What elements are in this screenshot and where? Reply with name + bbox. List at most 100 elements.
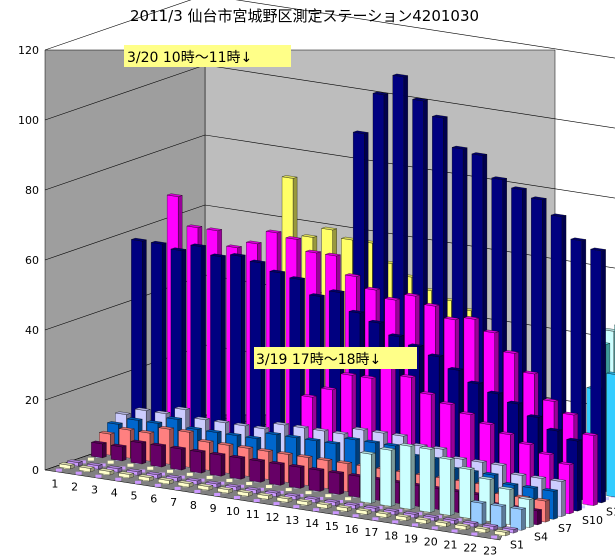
bar bbox=[138, 474, 154, 482]
bar bbox=[209, 451, 226, 477]
bar bbox=[494, 529, 510, 537]
floor-cell bbox=[352, 514, 359, 518]
floor-cell bbox=[214, 492, 221, 496]
floor-cell bbox=[416, 512, 423, 516]
bar bbox=[130, 439, 147, 465]
bar bbox=[131, 237, 147, 445]
floor-cell bbox=[435, 515, 442, 519]
bar bbox=[582, 432, 598, 506]
floor-cell bbox=[285, 488, 292, 492]
depth-axis-ticks: S1S4S7S10S13S16S19 bbox=[510, 506, 615, 552]
bar bbox=[249, 458, 265, 483]
floor-cell bbox=[273, 502, 280, 506]
x-tick-label: 15 bbox=[325, 520, 339, 533]
floor-cell bbox=[167, 469, 174, 473]
bar bbox=[67, 459, 83, 467]
floor-cell bbox=[233, 496, 240, 500]
x-tick-label: 1 bbox=[51, 478, 58, 491]
bar bbox=[91, 440, 107, 459]
floor-cell bbox=[253, 499, 260, 503]
floor-cell bbox=[154, 483, 161, 487]
x-tick-label: 7 bbox=[170, 496, 177, 509]
bar bbox=[336, 504, 352, 512]
bar bbox=[289, 464, 305, 489]
floor-cell bbox=[451, 529, 458, 533]
x-tick-label: 11 bbox=[246, 508, 260, 521]
depth-tick-label: S4 bbox=[534, 530, 548, 543]
floor-cell bbox=[99, 463, 106, 467]
bar bbox=[606, 371, 615, 498]
x-tick-label: 10 bbox=[226, 505, 240, 518]
bar bbox=[170, 247, 187, 451]
bars bbox=[59, 73, 615, 537]
bar bbox=[490, 503, 507, 528]
floor-cell bbox=[159, 472, 166, 476]
floor-cell bbox=[305, 491, 312, 495]
bar bbox=[146, 471, 162, 479]
floor-cell bbox=[186, 472, 193, 476]
floor-cell bbox=[471, 532, 478, 536]
x-tick-label: 5 bbox=[131, 490, 138, 503]
bar bbox=[276, 495, 293, 503]
bar bbox=[419, 446, 435, 513]
floor-cell bbox=[79, 460, 86, 464]
y-tick-label: 0 bbox=[32, 464, 39, 477]
x-tick-label: 4 bbox=[111, 487, 118, 500]
bar bbox=[443, 517, 459, 525]
depth-tick-label: S7 bbox=[558, 522, 572, 535]
x-tick-label: 13 bbox=[285, 514, 299, 527]
x-tick-label: 19 bbox=[404, 532, 418, 545]
floor-cell bbox=[246, 481, 253, 485]
bar bbox=[296, 498, 312, 506]
bar bbox=[118, 471, 134, 479]
x-tick-label: 18 bbox=[384, 529, 398, 542]
bar bbox=[229, 455, 246, 480]
floor-cell bbox=[178, 475, 185, 479]
y-tick-label: 20 bbox=[25, 394, 39, 407]
x-axis-ticks: 1 2 3 4 5 6 7 8 9 10 11 12 13 14 15 16 17 18 19 20 21 22 23 bbox=[51, 478, 497, 558]
floor-cell bbox=[147, 466, 154, 470]
bar bbox=[190, 243, 206, 454]
bar bbox=[454, 523, 471, 531]
x-tick-label: 20 bbox=[424, 535, 438, 548]
bar bbox=[230, 253, 246, 460]
floor-cell bbox=[431, 526, 438, 530]
floor-cell bbox=[206, 475, 213, 479]
bar bbox=[150, 240, 167, 448]
bar bbox=[415, 516, 431, 524]
depth-tick-label: S10 bbox=[582, 514, 603, 527]
bar bbox=[375, 510, 392, 518]
floor-cell bbox=[411, 523, 418, 527]
floor-cell bbox=[356, 503, 363, 507]
x-tick-label: 2 bbox=[71, 481, 78, 494]
bar bbox=[308, 467, 325, 492]
bar bbox=[470, 500, 487, 525]
floor-cell bbox=[127, 463, 134, 467]
x-tick-label: 12 bbox=[266, 511, 280, 524]
bar bbox=[98, 468, 115, 476]
floor-cell bbox=[119, 466, 126, 470]
floor-cell bbox=[226, 478, 233, 482]
bar bbox=[106, 465, 123, 473]
y-tick-label: 100 bbox=[18, 114, 39, 127]
floor-cell bbox=[579, 505, 586, 509]
x-tick-label: 6 bbox=[150, 493, 157, 506]
x-tick-label: 22 bbox=[463, 541, 477, 554]
depth-tick-label: S1 bbox=[510, 539, 524, 552]
x-tick-label: 16 bbox=[345, 523, 359, 536]
bar bbox=[355, 507, 372, 515]
floor-cell bbox=[376, 506, 383, 510]
bar bbox=[328, 470, 344, 495]
floor-cell bbox=[198, 478, 205, 482]
bar bbox=[197, 483, 214, 491]
floor-cell bbox=[297, 493, 304, 497]
floor-cell bbox=[332, 511, 339, 515]
floor-cell bbox=[345, 497, 352, 501]
bar bbox=[78, 465, 95, 473]
y-tick-label: 60 bbox=[25, 254, 39, 267]
bar bbox=[59, 462, 75, 470]
x-tick-label: 14 bbox=[305, 517, 319, 530]
bar bbox=[190, 448, 206, 474]
bar bbox=[399, 443, 416, 510]
